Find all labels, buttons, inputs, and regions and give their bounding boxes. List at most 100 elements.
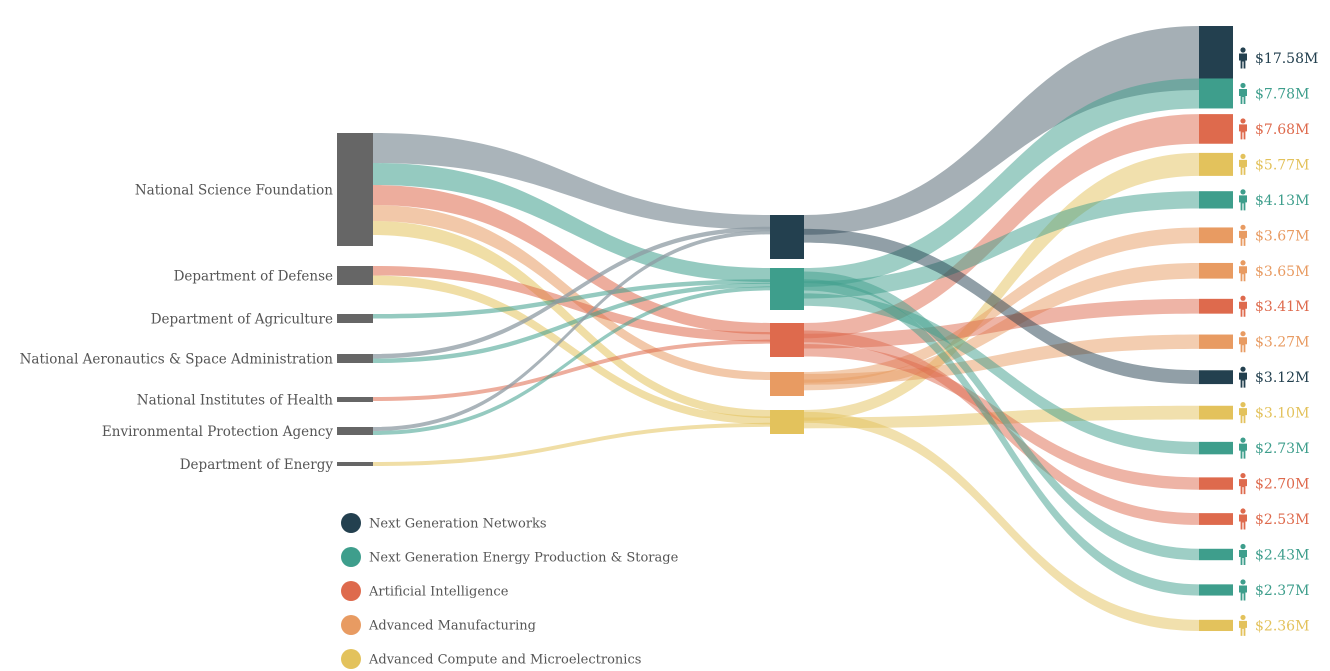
- legend-label-artificial-intelligence: Artificial Intelligence: [368, 585, 509, 600]
- link-national-science-foundation-to-next-generation-energy-production-and-storage: [373, 163, 770, 282]
- recipient-node: [1199, 114, 1233, 144]
- person-icon: [1239, 224, 1247, 246]
- legend-swatch-advanced-manufacturing: [341, 615, 361, 635]
- legend-swatch-advanced-compute-and-microelectronics: [341, 649, 361, 669]
- recipient-amount: $3.27M: [1255, 335, 1309, 351]
- link-advanced-compute-and-microelectronics-to-2-36m: [804, 411, 1199, 632]
- agency-node-national-aeronautics-and-space-administration: [337, 354, 373, 363]
- recipient-node: [1199, 405, 1233, 420]
- person-icon: [1239, 579, 1247, 601]
- category-node-advanced-compute-and-microelectronics: [770, 410, 804, 434]
- legend-label-next-generation-networks: Next Generation Networks: [369, 517, 547, 532]
- agency-label-national-institutes-of-health: National Institutes of Health: [137, 393, 334, 409]
- recipient-node: [1199, 298, 1233, 314]
- recipient-node: [1199, 227, 1233, 244]
- recipient-amount: $3.12M: [1255, 370, 1309, 386]
- flow-links: [373, 26, 1199, 632]
- recipient-amount: $3.41M: [1255, 299, 1309, 315]
- legend-label-advanced-compute-and-microelectronics: Advanced Compute and Microelectronics: [368, 653, 641, 668]
- legend-label-advanced-manufacturing: Advanced Manufacturing: [368, 619, 536, 634]
- link-next-generation-networks-to-3-12m: [804, 228, 1199, 385]
- category-node-artificial-intelligence: [770, 323, 804, 357]
- agency-node-national-science-foundation: [337, 133, 373, 246]
- recipient-amount: $7.78M: [1255, 86, 1309, 102]
- recipient-amount: $2.43M: [1255, 547, 1309, 563]
- agency-label-national-science-foundation: National Science Foundation: [135, 183, 333, 199]
- category-node-next-generation-networks: [770, 215, 804, 259]
- recipient-amount: $5.77M: [1255, 157, 1309, 173]
- agency-label-department-of-agriculture: Department of Agriculture: [151, 312, 333, 328]
- person-icon: [1239, 118, 1247, 140]
- link-next-generation-energy-production-and-storage-to-2-43m: [804, 271, 1199, 561]
- link-artificial-intelligence-to-3-41m: [804, 298, 1199, 349]
- recipient-node: [1199, 619, 1233, 632]
- recipient-amount: $2.37M: [1255, 583, 1309, 599]
- recipient-node: [1199, 584, 1233, 596]
- agency-node-environmental-protection-agency: [337, 427, 373, 435]
- recipient-amount: $3.65M: [1255, 264, 1309, 280]
- agency-label-department-of-defense: Department of Defense: [174, 269, 333, 285]
- recipient-node: [1199, 477, 1233, 490]
- recipient-amount: $4.13M: [1255, 193, 1309, 209]
- link-national-institutes-of-health-to-artificial-intelligence: [373, 339, 770, 401]
- person-icon: [1239, 153, 1247, 175]
- person-icon: [1239, 472, 1247, 495]
- person-icon: [1239, 295, 1247, 317]
- link-national-aeronautics-and-space-administration-to-next-generation-networks: [373, 226, 770, 359]
- link-department-of-agriculture-to-next-generation-energy-production-and-storage: [373, 279, 770, 319]
- link-national-science-foundation-to-advanced-compute-and-microelectronics: [373, 221, 770, 418]
- recipient-node: [1199, 262, 1233, 279]
- recipient-node: [1199, 548, 1233, 561]
- recipient-node: [1199, 191, 1233, 209]
- link-artificial-intelligence-to-2-53m: [804, 330, 1199, 525]
- link-national-science-foundation-to-artificial-intelligence: [373, 185, 770, 335]
- recipient-node: [1199, 441, 1233, 455]
- recipient-node: [1199, 513, 1233, 525]
- link-national-science-foundation-to-next-generation-networks: [373, 133, 770, 230]
- person-icon: [1239, 402, 1247, 424]
- legend-swatch-next-generation-networks: [341, 513, 361, 533]
- person-icon: [1239, 366, 1247, 388]
- flow-nodes: [337, 26, 1247, 636]
- agency-node-national-institutes-of-health: [337, 397, 373, 402]
- person-icon: [1239, 82, 1247, 104]
- recipient-node: [1199, 78, 1233, 109]
- recipient-amount: $7.68M: [1255, 122, 1309, 138]
- link-department-of-defense-to-artificial-intelligence: [373, 266, 770, 342]
- person-icon: [1239, 47, 1247, 69]
- flow-labels: National Science Foundation Department of…: [20, 51, 1319, 634]
- recipient-node: [1199, 334, 1233, 349]
- legend-swatch-next-generation-energy-production-and-storage: [341, 547, 361, 567]
- agency-node-department-of-agriculture: [337, 314, 373, 323]
- recipient-amount: $2.70M: [1255, 477, 1309, 493]
- link-department-of-defense-to-advanced-compute-and-microelectronics: [373, 275, 770, 425]
- recipient-amount: $3.67M: [1255, 228, 1309, 244]
- person-icon: [1239, 543, 1247, 565]
- link-next-generation-networks-to-17-58m: [804, 26, 1199, 235]
- link-artificial-intelligence-to-7-68m: [804, 114, 1199, 339]
- link-department-of-energy-to-advanced-compute-and-microelectronics: [373, 422, 770, 466]
- link-advanced-compute-and-microelectronics-to-5-77m: [804, 152, 1199, 421]
- agency-node-department-of-energy: [337, 462, 373, 466]
- link-environmental-protection-agency-to-next-generation-energy-production-and-storage: [373, 286, 770, 435]
- link-environmental-protection-agency-to-next-generation-networks: [373, 230, 770, 431]
- agency-label-department-of-energy: Department of Energy: [180, 457, 334, 473]
- recipient-amount: $3.10M: [1255, 406, 1309, 422]
- link-next-generation-energy-production-and-storage-to-7-78m: [804, 78, 1199, 287]
- link-next-generation-energy-production-and-storage-to-4-13m: [804, 191, 1199, 299]
- link-advanced-manufacturing-to-3-27m: [804, 334, 1199, 385]
- person-icon: [1239, 260, 1247, 282]
- category-node-advanced-manufacturing: [770, 372, 804, 396]
- agency-label-national-aeronautics-and-space-administration: National Aeronautics & Space Administrat…: [20, 352, 334, 368]
- person-icon: [1239, 508, 1247, 530]
- legend: Next Generation Networks Next Generation …: [341, 513, 679, 669]
- recipient-amount: $2.36M: [1255, 618, 1309, 634]
- category-node-next-generation-energy-production-and-storage: [770, 268, 804, 310]
- recipient-node: [1199, 152, 1233, 176]
- recipient-amount: $2.53M: [1255, 512, 1309, 528]
- recipient-amount: $2.73M: [1255, 441, 1309, 457]
- link-next-generation-energy-production-and-storage-to-2-37m: [804, 279, 1199, 596]
- agency-label-environmental-protection-agency: Environmental Protection Agency: [102, 424, 333, 440]
- agency-node-department-of-defense: [337, 266, 373, 285]
